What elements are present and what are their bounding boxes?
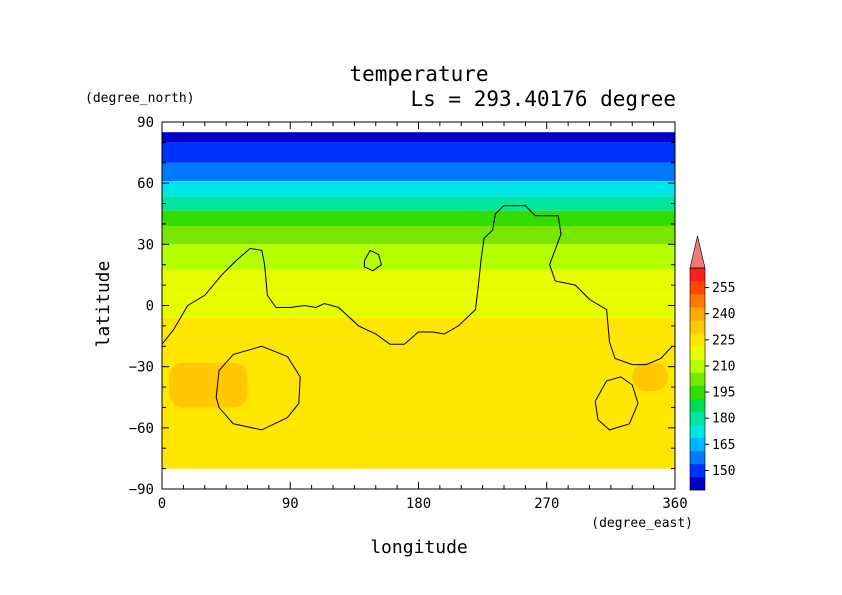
colorbar-label: 255 — [712, 281, 735, 296]
y-tick-label: −90 — [129, 482, 154, 498]
colorbar-segment — [690, 268, 705, 282]
colorbar-segment — [690, 359, 705, 373]
x-axis-label: longitude — [370, 537, 468, 558]
colorbar-segment — [690, 463, 705, 478]
temperature-band — [162, 210, 675, 226]
contour-lines — [162, 205, 673, 431]
contour-island — [363, 249, 382, 272]
y-tick-label: 0 — [146, 299, 154, 315]
colorbar-frame — [689, 267, 706, 491]
x-unit-label: (degree_east) — [591, 516, 693, 531]
colorbar-label: 210 — [712, 359, 735, 374]
colorbar-segment — [690, 372, 705, 386]
temperature-band — [162, 225, 675, 245]
x-tick-label: 0 — [158, 496, 166, 512]
colorbar-segment — [690, 385, 705, 399]
x-tick-label: 90 — [282, 496, 299, 512]
colorbar-segment — [690, 333, 705, 347]
axis-ticks: 0 90 180 270 360 −90 −60 −30 0 30 60 90 — [129, 115, 688, 512]
warm-region — [632, 362, 668, 392]
colorbar-segment — [690, 398, 705, 412]
temperature-band — [162, 162, 675, 182]
y-tick-label: −60 — [129, 421, 154, 437]
y-tick-label: 60 — [137, 176, 154, 192]
y-unit-label: (degree_north) — [85, 91, 195, 106]
temperature-band — [162, 458, 675, 469]
chart-subtitle: Ls = 293.40176 degree — [410, 87, 676, 111]
x-tick-label: 180 — [406, 496, 431, 512]
y-tick-label: −30 — [129, 360, 154, 376]
colorbar-segment — [690, 281, 705, 295]
colorbar-over-arrow — [689, 235, 706, 269]
temperature-band — [162, 295, 675, 318]
temperature-band — [162, 181, 675, 197]
contour-western-basin — [215, 345, 301, 431]
temperature-band — [162, 132, 675, 143]
colorbar-segment — [690, 437, 705, 452]
colorbar-segment — [690, 450, 705, 465]
colorbar-segment — [690, 424, 705, 439]
contour-eastern-basin — [594, 376, 639, 431]
warm-region — [169, 362, 248, 408]
y-axis-label: latitude — [93, 261, 114, 348]
colorbar-label: 180 — [712, 412, 735, 427]
temperature-band — [162, 142, 675, 163]
y-tick-label: 30 — [137, 237, 154, 253]
colorbar-segment — [690, 320, 705, 334]
temperature-field — [162, 132, 675, 469]
x-tick-label: 270 — [534, 496, 559, 512]
colorbar-segment — [690, 476, 705, 491]
colorbar-segment — [690, 411, 705, 426]
colorbar-label: 165 — [712, 438, 735, 453]
colorbar: 150 165 180 195 210 225 240 255 — [689, 235, 735, 491]
contour-coastline — [162, 205, 673, 366]
colorbar-label: 195 — [712, 386, 735, 401]
x-tick-label: 360 — [662, 496, 687, 512]
temperature-band — [162, 269, 675, 296]
y-tick-label: 90 — [137, 115, 154, 131]
colorbar-label: 150 — [712, 464, 735, 479]
colorbar-segment — [690, 346, 705, 360]
temperature-band — [162, 244, 675, 270]
colorbar-label: 240 — [712, 307, 735, 322]
colorbar-segment — [690, 307, 705, 321]
colorbar-label: 225 — [712, 333, 735, 348]
chart-title: temperature — [349, 62, 488, 86]
temperature-band — [162, 317, 675, 339]
temperature-band — [162, 196, 675, 211]
colorbar-segment — [690, 294, 705, 308]
